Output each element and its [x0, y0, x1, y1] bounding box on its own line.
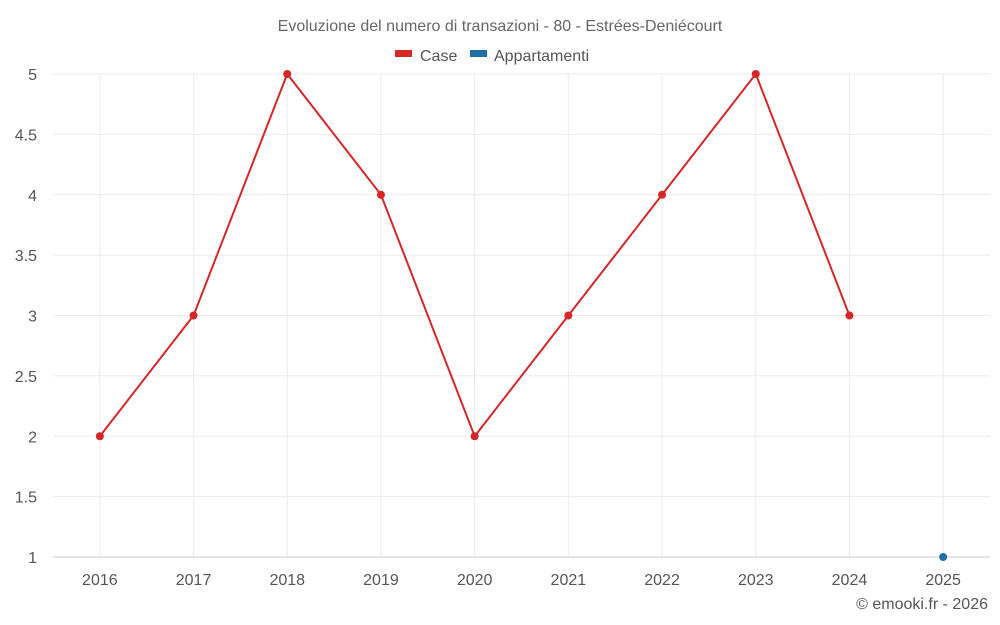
y-tick-label: 1.5	[15, 490, 37, 507]
legend[interactable]: Case Appartamenti	[395, 48, 589, 65]
x-tick-label: 2016	[82, 572, 118, 589]
credit-text: © emooki.fr - 2026	[856, 596, 988, 613]
x-tick-label: 2025	[925, 572, 961, 589]
data-point-case	[470, 432, 479, 441]
y-tick-label: 2	[28, 429, 37, 446]
x-tick-label: 2019	[363, 572, 399, 589]
y-tick-label: 3	[28, 309, 37, 326]
y-tick-label: 4.5	[15, 127, 37, 144]
legend-label-case[interactable]: Case	[420, 48, 457, 65]
data-point-appartamenti	[939, 553, 948, 561]
y-tick-label: 4	[28, 188, 37, 205]
legend-item-case[interactable]: Case	[395, 48, 457, 65]
y-tick-label: 3.5	[15, 248, 37, 265]
y-tick-label: 1	[28, 550, 37, 567]
x-tick-label: 2024	[832, 572, 868, 589]
data-point-case	[751, 70, 760, 78]
x-tick-label: 2018	[269, 572, 305, 589]
x-tick-label: 2017	[176, 572, 212, 589]
legend-item-appartamenti[interactable]: Appartamenti	[470, 48, 589, 65]
data-point-case	[845, 311, 854, 320]
legend-swatch-appartamenti	[470, 50, 487, 57]
x-tick-label: 2022	[644, 572, 680, 589]
data-point-case	[658, 190, 667, 199]
x-tick-label: 2021	[551, 572, 587, 589]
data-point-case	[376, 190, 385, 199]
data-point-case	[189, 311, 198, 320]
data-point-case	[283, 70, 292, 78]
legend-label-appartamenti[interactable]: Appartamenti	[494, 48, 589, 65]
y-tick-label: 5	[28, 67, 37, 84]
x-tick-label: 2023	[738, 572, 774, 589]
y-tick-label: 2.5	[15, 369, 37, 386]
data-point-case	[564, 311, 573, 320]
plot-area: 1 1.5 2 2.5 3 3.5 4 4.5 5 2016 2017 2018 2019 2020 202…	[15, 67, 990, 589]
chart-title: Evoluzione del numero di transazioni - 8…	[278, 18, 723, 35]
x-tick-label: 2020	[457, 572, 493, 589]
data-point-case	[95, 432, 104, 441]
legend-swatch-case	[395, 50, 412, 57]
